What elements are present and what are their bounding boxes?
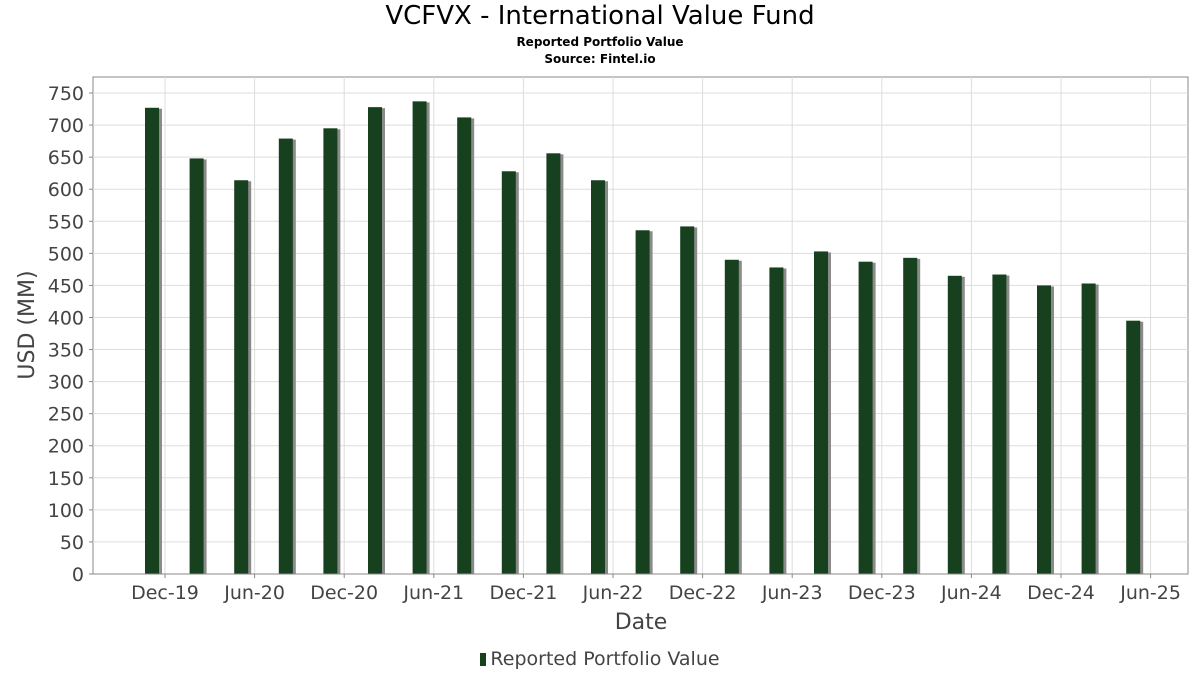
y-tick-label: 550 bbox=[48, 211, 84, 233]
bar bbox=[724, 259, 739, 574]
bar bbox=[947, 275, 962, 574]
x-tick-label: Dec-19 bbox=[131, 582, 199, 604]
x-tick-label: Jun-24 bbox=[940, 582, 1002, 604]
bar bbox=[635, 230, 650, 575]
legend-label: Reported Portfolio Value bbox=[490, 648, 720, 670]
bar bbox=[234, 180, 249, 574]
y-tick-label: 700 bbox=[48, 115, 84, 137]
x-tick-label: Jun-20 bbox=[223, 582, 285, 604]
bar bbox=[412, 101, 427, 575]
y-tick-label: 450 bbox=[48, 275, 84, 297]
bar bbox=[814, 251, 828, 574]
x-tick-label: Dec-20 bbox=[310, 582, 378, 604]
bar bbox=[546, 153, 561, 575]
bar bbox=[769, 267, 784, 574]
bar bbox=[145, 107, 159, 575]
y-tick-label: 0 bbox=[72, 564, 84, 586]
y-tick-label: 250 bbox=[48, 404, 84, 426]
y-tick-label: 300 bbox=[48, 372, 84, 394]
x-axis-ticks: Dec-19 Jun-20 Dec-20 Jun-21 Dec-21 Jun-22 Dec-… bbox=[131, 574, 1181, 604]
bar bbox=[1037, 285, 1051, 574]
bar bbox=[189, 158, 204, 574]
x-tick-label: Dec-21 bbox=[489, 582, 557, 604]
x-tick-label: Dec-22 bbox=[669, 582, 737, 604]
chart-title: VCFVX - International Value Fund bbox=[385, 1, 815, 31]
bar bbox=[591, 180, 605, 574]
x-tick-label: Dec-23 bbox=[848, 582, 916, 604]
chart-source: Source: Fintel.io bbox=[544, 52, 656, 66]
y-tick-label: 400 bbox=[48, 307, 84, 329]
y-tick-label: 500 bbox=[48, 243, 84, 265]
y-tick-label: 150 bbox=[48, 468, 84, 490]
x-tick-label: Jun-23 bbox=[761, 582, 823, 604]
bar bbox=[992, 274, 1007, 574]
x-tick-label: Dec-24 bbox=[1027, 582, 1095, 604]
legend: Reported Portfolio Value bbox=[0, 648, 1200, 670]
legend-swatch bbox=[480, 653, 487, 666]
bar bbox=[278, 138, 293, 574]
y-axis-title: USD (MM) bbox=[15, 270, 40, 379]
bar bbox=[1126, 320, 1141, 574]
y-axis-ticks: 0 50 100 150 200 250 300 350 400 450 500 550 600 650 7… bbox=[48, 83, 93, 586]
y-tick-label: 100 bbox=[48, 500, 84, 522]
chart-subtitle: Reported Portfolio Value bbox=[516, 35, 684, 49]
y-tick-label: 750 bbox=[48, 83, 84, 105]
bar bbox=[858, 261, 873, 574]
x-tick-label: Jun-25 bbox=[1119, 582, 1181, 604]
y-tick-label: 200 bbox=[48, 436, 84, 458]
bar bbox=[903, 257, 918, 574]
x-axis-title: Date bbox=[615, 610, 668, 635]
bar bbox=[1081, 283, 1096, 574]
bar bbox=[501, 171, 516, 574]
y-tick-label: 600 bbox=[48, 179, 84, 201]
y-tick-label: 50 bbox=[60, 532, 84, 554]
bar bbox=[680, 226, 695, 574]
bar bbox=[323, 128, 338, 574]
y-tick-label: 650 bbox=[48, 147, 84, 169]
x-tick-label: Jun-21 bbox=[402, 582, 464, 604]
y-tick-label: 350 bbox=[48, 340, 84, 362]
bar bbox=[457, 117, 472, 574]
bars-group bbox=[145, 101, 1144, 575]
x-tick-label: Jun-22 bbox=[582, 582, 644, 604]
bar bbox=[368, 107, 382, 574]
